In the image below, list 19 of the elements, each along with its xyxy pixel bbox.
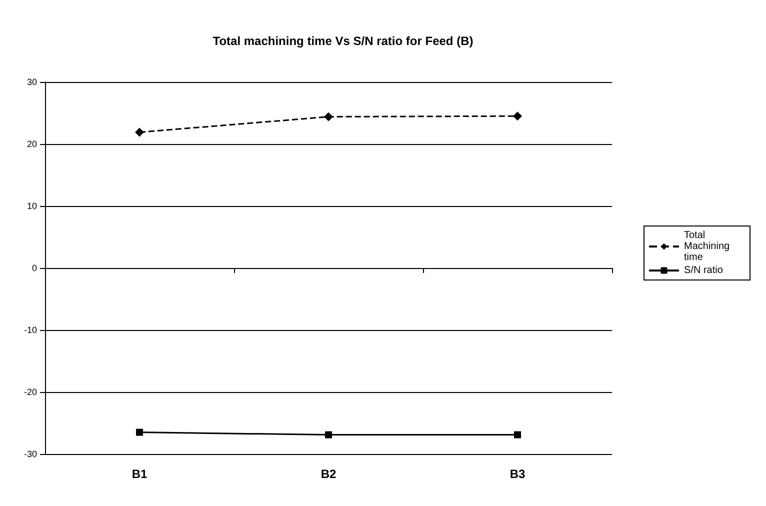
chart-title: Total machining time Vs S/N ratio for Feed (B) xyxy=(212,34,474,48)
point xyxy=(513,112,522,121)
legend-label: S/N ratio xyxy=(684,265,724,276)
y-tick-label: 0 xyxy=(32,263,37,273)
point xyxy=(325,431,332,438)
y-tick-label: 10 xyxy=(26,201,37,211)
y-tick-label: 20 xyxy=(26,139,37,149)
x-tick-label: B1 xyxy=(132,467,148,481)
legend-label: Total Machining time xyxy=(684,230,732,263)
y-tick-label: -30 xyxy=(24,449,37,459)
y-tick-label: -20 xyxy=(24,387,37,397)
y-tick-label: -10 xyxy=(24,325,37,335)
point xyxy=(324,112,333,122)
point xyxy=(514,431,521,438)
x-tick-label: B2 xyxy=(320,467,336,481)
y-tick-label: 30 xyxy=(26,77,37,87)
point xyxy=(136,428,143,436)
x-tick-label: B3 xyxy=(510,467,526,481)
point xyxy=(135,128,144,137)
